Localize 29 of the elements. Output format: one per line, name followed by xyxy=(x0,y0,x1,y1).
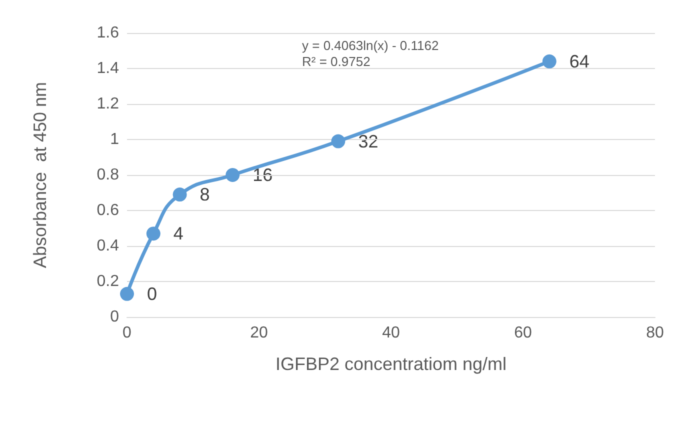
y-tick-label: 1 xyxy=(110,131,120,148)
point xyxy=(331,134,346,148)
annotation: R² = 0.9752 xyxy=(302,54,370,69)
y-axis-title: Absorbance at 450 nm xyxy=(30,82,50,268)
x-tick-label: 80 xyxy=(646,324,664,342)
y-tick-label: 0.8 xyxy=(96,166,120,184)
x-tick-label: 20 xyxy=(250,324,268,342)
annotation: 32 xyxy=(358,131,378,152)
y-tick-label: 1.2 xyxy=(96,96,120,112)
y-tick-label: 0.4 xyxy=(96,238,120,254)
point xyxy=(146,226,160,241)
annotation: 64 xyxy=(569,51,590,72)
x-tick-label: 60 xyxy=(514,324,532,342)
y-tick-label: 1.6 xyxy=(96,24,120,42)
annotation: 4 xyxy=(173,224,184,244)
x-tick-label: 40 xyxy=(382,324,400,342)
y-tick-label: 1.4 xyxy=(96,60,120,77)
x-axis-title: IGFBP2 concentratiom ng/ml xyxy=(275,354,507,374)
annotation: y = 0.4063ln(x) - 0.1162 xyxy=(302,38,439,53)
point xyxy=(120,286,134,301)
annotation: 0 xyxy=(147,284,158,304)
y-tick-label: 0 xyxy=(110,308,120,326)
point xyxy=(172,188,187,202)
y-tick-label: 0.2 xyxy=(96,273,120,290)
annotation: 8 xyxy=(200,184,210,205)
point xyxy=(542,54,556,68)
y-tick-label: 0.6 xyxy=(96,202,120,219)
point xyxy=(226,168,240,182)
x-tick-label: 0 xyxy=(122,324,132,342)
